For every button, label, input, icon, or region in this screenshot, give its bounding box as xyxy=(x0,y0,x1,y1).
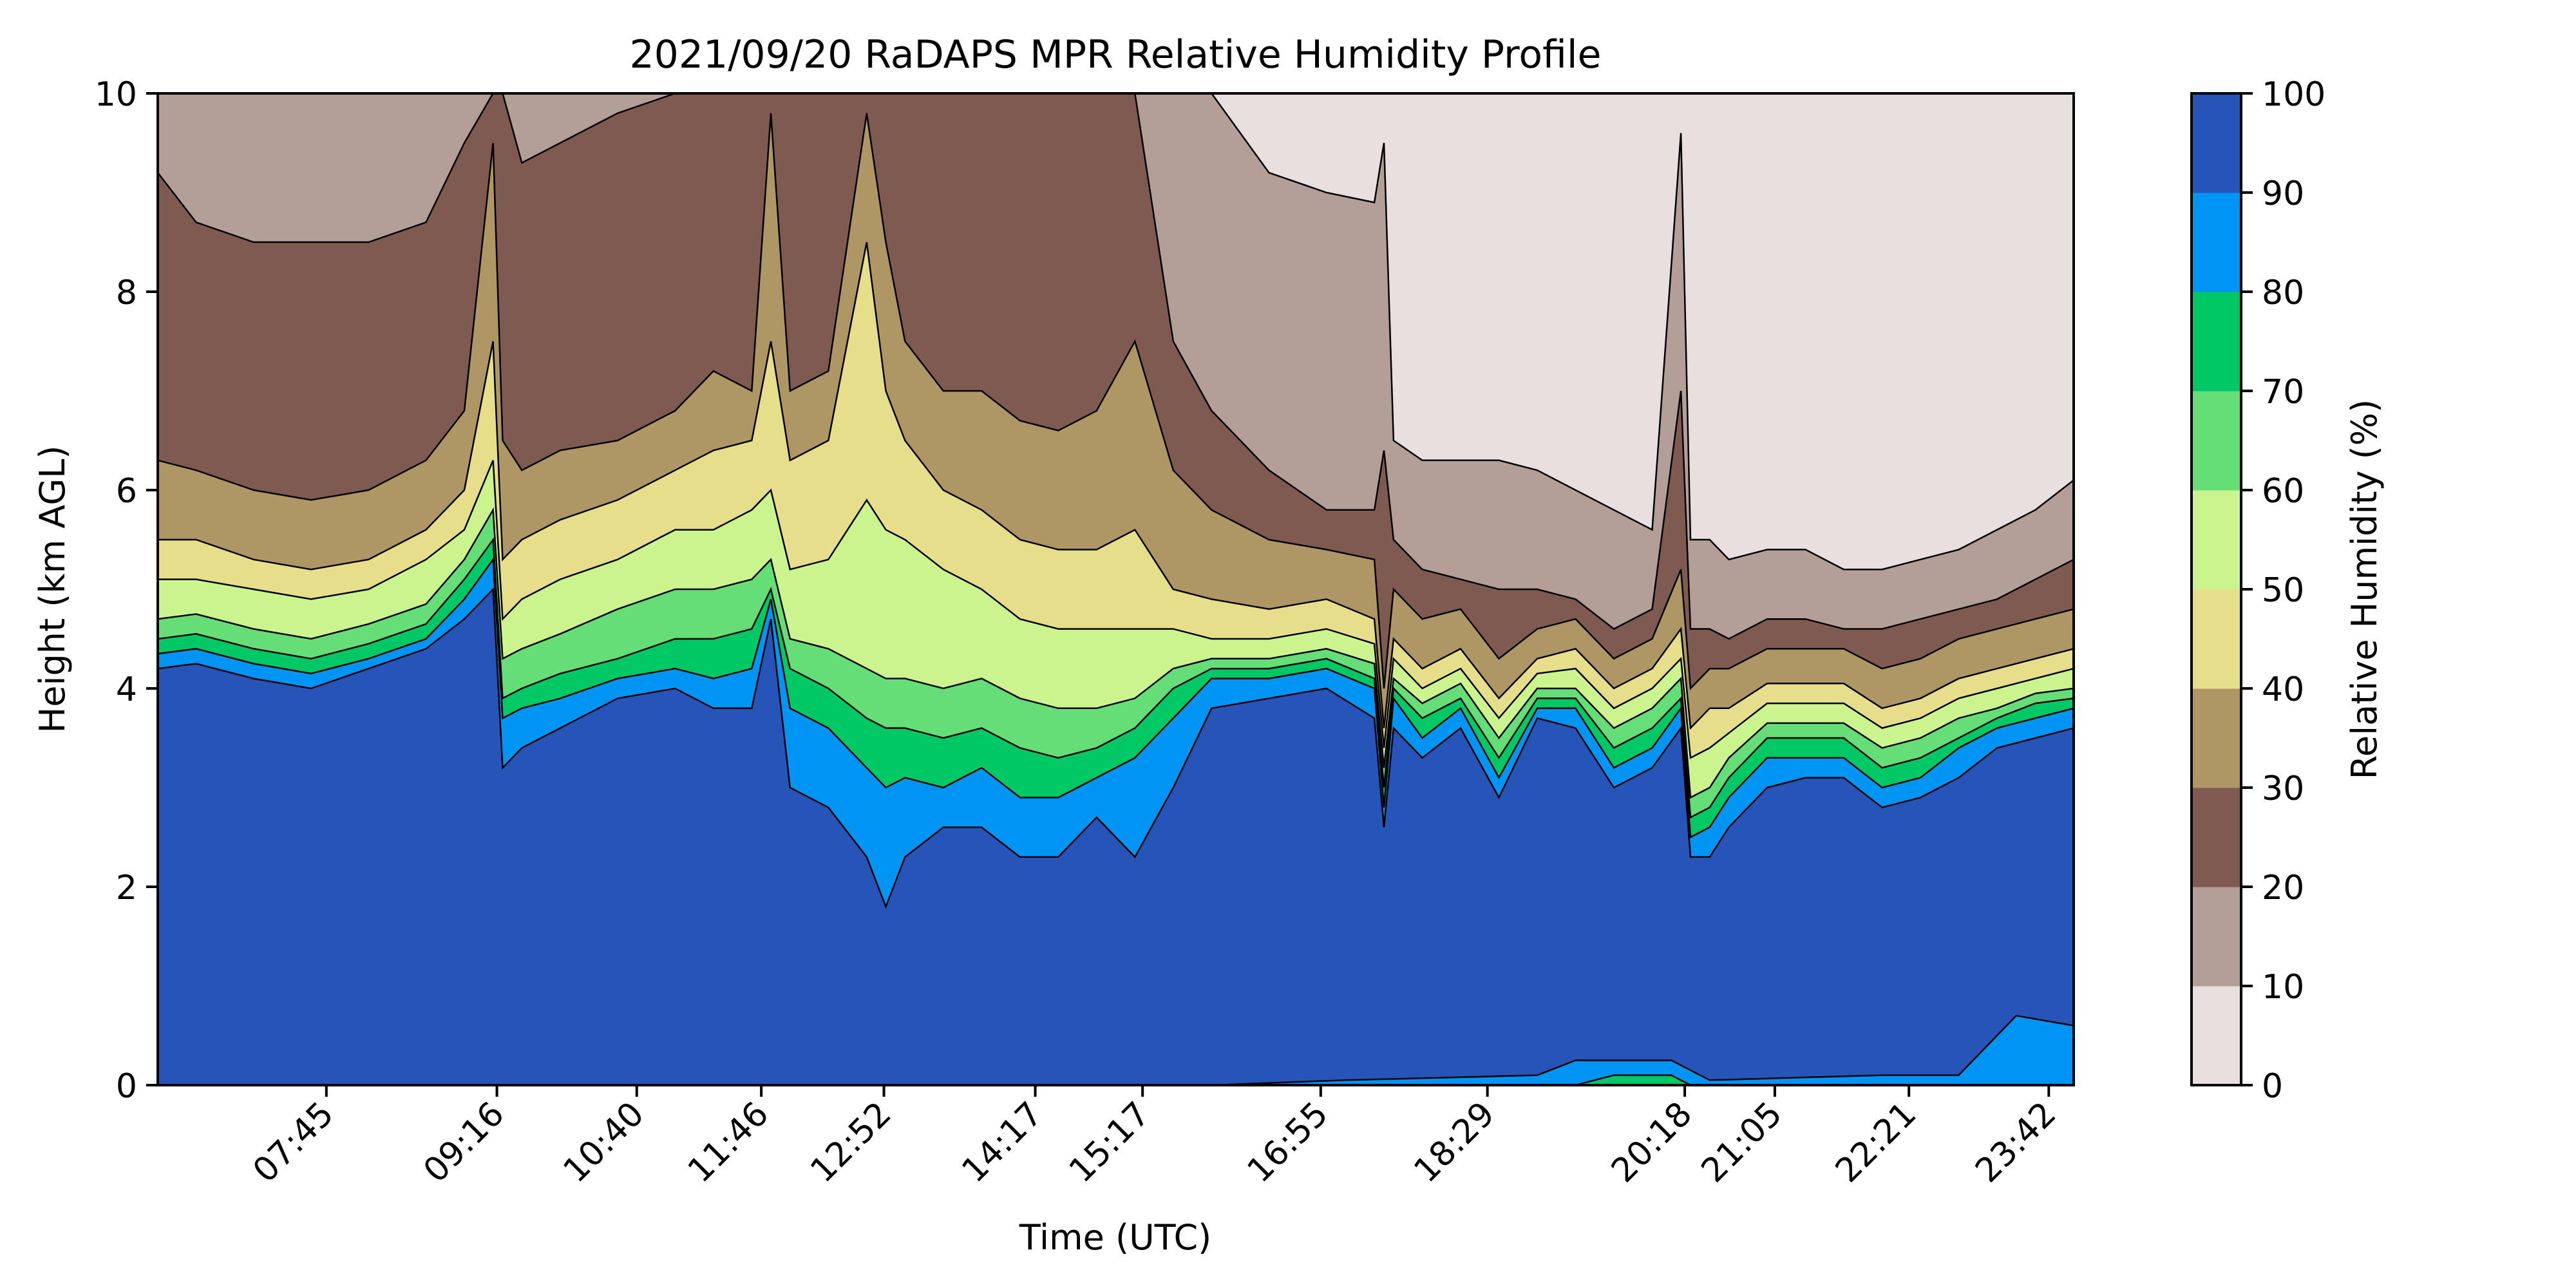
colorbar-tick-label: 30 xyxy=(2262,770,2304,808)
x-tick-label: 12:52 xyxy=(803,1095,898,1190)
plot-frame xyxy=(156,92,2075,1086)
y-tick-label: 0 xyxy=(116,1067,137,1106)
x-tick-label: 16:55 xyxy=(1240,1095,1336,1190)
chart-title: 2021/09/20 RaDAPS MPR Relative Humidity … xyxy=(630,32,1602,77)
x-axis-label: Time (UTC) xyxy=(1019,1217,1212,1258)
colorbar: 0 10 20 30 40 50 60 70 80 90 100 xyxy=(2192,75,2325,1106)
y-axis: 0 2 4 6 8 10 xyxy=(95,75,158,1106)
colorbar-tick-label: 50 xyxy=(2262,571,2304,610)
colorbar-tick-label: 10 xyxy=(2262,968,2304,1007)
surface-moist-layer xyxy=(1211,1014,2074,1085)
colorbar-swatch-70 xyxy=(2192,292,2241,392)
contour-line-60 xyxy=(158,507,2074,799)
colorbar-swatch-10 xyxy=(2192,887,2241,987)
colorbar-tick-label: 0 xyxy=(2262,1067,2283,1106)
colorbar-swatch-90 xyxy=(2192,93,2241,193)
colorbar-swatch-60 xyxy=(2192,391,2241,491)
contour-lines xyxy=(158,93,2074,909)
x-axis: 07:45 09:16 10:40 11:46 12:52 14:17 15:17 16:55… xyxy=(246,1085,2064,1190)
contour-line-50 xyxy=(158,460,2074,759)
colorbar-frame xyxy=(2190,92,2242,1086)
colorbar-swatch-50 xyxy=(2192,490,2241,590)
colorbar-tick-label: 60 xyxy=(2262,472,2304,511)
colorbar-tick-label: 70 xyxy=(2262,373,2304,412)
plot-area xyxy=(158,93,2074,1085)
contour-line-90 xyxy=(158,587,2074,909)
y-tick-label: 8 xyxy=(116,274,137,312)
colorbar-tick-label: 40 xyxy=(2262,670,2304,709)
contour-line-10 xyxy=(158,93,2074,571)
colorbar-swatch-80 xyxy=(2192,193,2241,292)
x-tick-label: 09:16 xyxy=(416,1095,511,1190)
y-tick-label: 2 xyxy=(116,869,137,907)
y-tick-label: 4 xyxy=(116,670,137,709)
colorbar-swatch-30 xyxy=(2192,688,2241,788)
x-tick-label: 23:42 xyxy=(1968,1095,2063,1190)
contour-line-40 xyxy=(158,242,2074,730)
contour-line-80 xyxy=(158,557,2074,838)
x-tick-label: 11:46 xyxy=(681,1095,776,1190)
surface-band-70-80 xyxy=(1575,1074,1691,1085)
colorbar-swatch-20 xyxy=(2192,788,2241,887)
colorbar-tick-label: 80 xyxy=(2262,274,2304,312)
colorbar-tick-label: 90 xyxy=(2262,175,2304,213)
colorbar-tick-label: 20 xyxy=(2262,869,2304,907)
colorbar-label: Relative Humidity (%) xyxy=(2344,399,2385,779)
x-tick-label: 14:17 xyxy=(954,1095,1050,1190)
contour-line-30 xyxy=(158,113,2074,690)
x-tick-label: 21:05 xyxy=(1694,1095,1790,1190)
contour-bands xyxy=(158,93,2074,1085)
x-tick-label: 15:17 xyxy=(1062,1095,1157,1190)
x-tick-label: 18:29 xyxy=(1406,1095,1502,1190)
y-axis-label: Height (km AGL) xyxy=(32,446,73,734)
surface-band-80-90 xyxy=(1211,1014,2074,1085)
colorbar-swatch-40 xyxy=(2192,589,2241,689)
x-tick-label: 07:45 xyxy=(246,1095,341,1190)
x-tick-label: 22:21 xyxy=(1828,1095,1924,1190)
x-tick-label: 20:18 xyxy=(1604,1095,1700,1190)
x-tick-label: 10:40 xyxy=(556,1095,652,1190)
y-tick-label: 10 xyxy=(95,75,137,114)
contour-line-70 xyxy=(158,537,2074,819)
y-tick-label: 6 xyxy=(116,472,137,511)
colorbar-swatch-0 xyxy=(2192,986,2241,1086)
contour-line-20 xyxy=(158,93,2074,640)
colorbar-tick-label: 100 xyxy=(2262,75,2325,114)
